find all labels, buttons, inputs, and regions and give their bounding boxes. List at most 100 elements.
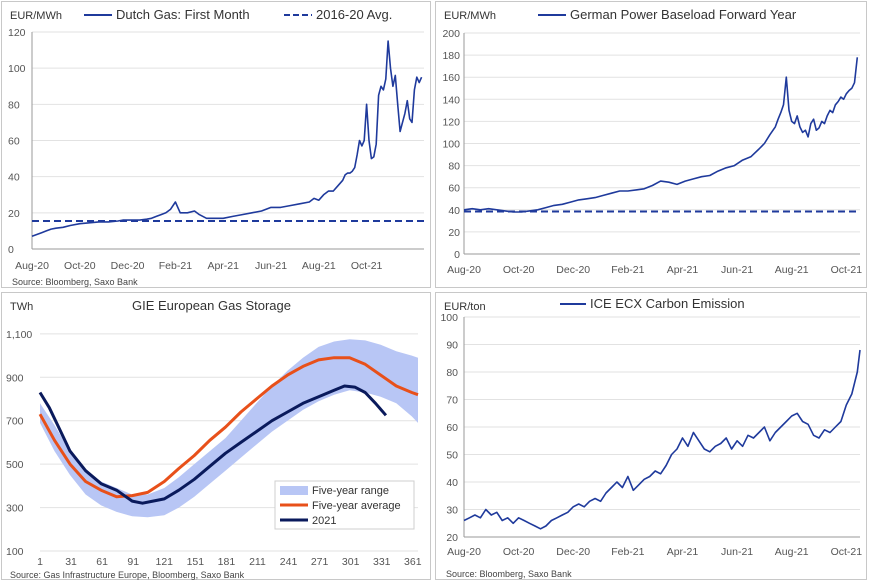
y-tick-label: 500 — [6, 459, 24, 471]
y-tick-label: 100 — [6, 546, 24, 558]
y-tick-label: 200 — [442, 28, 460, 40]
legend-range-label: Five-year range — [312, 485, 389, 497]
dutch-gas-chart: EUR/MWh Dutch Gas: First Month 2016-20 A… — [8, 7, 424, 287]
x-tick-label: Oct-20 — [503, 546, 535, 558]
carbon-panel: EUR/ton ICE ECX Carbon Emission 20 30 40 50… — [435, 292, 867, 580]
gas-storage-chart: TWh GIE European Gas Storage 100 300 500 70… — [6, 298, 422, 580]
x-tick-label: Oct-21 — [831, 264, 863, 276]
dutch-gas-unit: EUR/MWh — [10, 10, 62, 22]
series-line — [463, 349, 861, 530]
gas-storage-legend: Five-year range Five-year average 2021 — [274, 480, 415, 530]
y-tick-label: 100 — [442, 139, 460, 151]
y-tick-label: 20 — [446, 532, 458, 544]
five-year-average-line — [38, 356, 419, 499]
x-tick-label: 121 — [156, 556, 174, 568]
gas-storage-axes: 100 300 500 700 900 1,100 1 31 61 91 121 151 181 211 2… — [6, 329, 422, 568]
y-tick-label: 180 — [442, 50, 460, 62]
y-tick-label: 300 — [6, 503, 24, 515]
y-tick-label: 0 — [454, 249, 460, 261]
x-tick-label: Feb-21 — [159, 260, 192, 272]
y-tick-label: 40 — [8, 172, 20, 184]
german-power-panel: EUR/MWh German Power Baseload Forward Ye… — [435, 1, 867, 288]
y-tick-label: 60 — [446, 422, 458, 434]
gas-storage-source: Source: Gas Infrastructure Europe, Bloom… — [10, 570, 245, 580]
y-tick-label: 80 — [446, 367, 458, 379]
y-tick-label: 0 — [8, 244, 14, 256]
carbon-series — [463, 349, 861, 530]
x-tick-label: 151 — [187, 556, 205, 568]
x-tick-label: 61 — [96, 556, 108, 568]
x-tick-label: Feb-21 — [611, 264, 644, 276]
gas-storage-panel: TWh GIE European Gas Storage 100 300 500 70… — [1, 292, 431, 580]
x-tick-label: Apr-21 — [667, 264, 699, 276]
five-year-range-band — [40, 339, 418, 518]
y-tick-label: 160 — [442, 72, 460, 84]
x-tick-label: Apr-21 — [207, 260, 239, 272]
y-tick-label: 120 — [442, 116, 460, 128]
y-tick-label: 70 — [446, 395, 458, 407]
german-power-unit: EUR/MWh — [444, 10, 496, 22]
german-power-chart: EUR/MWh German Power Baseload Forward Ye… — [442, 7, 863, 276]
x-tick-label: Oct-20 — [64, 260, 96, 272]
german-power-series — [463, 57, 860, 213]
x-tick-label: 31 — [65, 556, 77, 568]
x-tick-label: Jun-21 — [721, 264, 753, 276]
gas-storage-series — [38, 339, 419, 518]
y-tick-label: 900 — [6, 372, 24, 384]
x-tick-label: 301 — [342, 556, 360, 568]
legend-range-swatch — [280, 486, 308, 495]
x-tick-label: Aug-21 — [302, 260, 336, 272]
x-tick-label: 361 — [404, 556, 422, 568]
carbon-source: Source: Bloomberg, Saxo Bank — [446, 569, 572, 579]
carbon-legend: ICE ECX Carbon Emission — [590, 296, 745, 311]
x-tick-label: Aug-20 — [447, 264, 481, 276]
y-tick-label: 100 — [440, 312, 458, 324]
x-tick-label: 241 — [280, 556, 298, 568]
y-tick-label: 60 — [8, 136, 20, 148]
y-tick-label: 120 — [8, 27, 26, 39]
x-tick-label: Oct-21 — [831, 546, 863, 558]
dutch-gas-legend-solid: Dutch Gas: First Month — [116, 7, 250, 22]
x-tick-label: Oct-21 — [351, 260, 383, 272]
x-tick-label: Jun-21 — [255, 260, 287, 272]
x-tick-label: Dec-20 — [556, 546, 590, 558]
dutch-gas-panel: EUR/MWh Dutch Gas: First Month 2016-20 A… — [1, 1, 431, 288]
x-tick-label: Feb-21 — [611, 546, 644, 558]
series-line — [31, 40, 423, 238]
y-tick-label: 60 — [448, 183, 460, 195]
x-tick-label: Oct-20 — [503, 264, 535, 276]
legend-avg-label: Five-year average — [312, 500, 401, 512]
x-tick-label: Aug-20 — [447, 546, 481, 558]
y-tick-label: 50 — [446, 450, 458, 462]
y-tick-label: 140 — [442, 94, 460, 106]
x-tick-label: 181 — [218, 556, 236, 568]
y-tick-label: 90 — [446, 340, 458, 352]
y-tick-label: 40 — [446, 477, 458, 489]
x-tick-label: Dec-20 — [556, 264, 590, 276]
dutch-gas-axes: 0 20 40 60 80 100 120 Aug-20 Oct-20 Dec-20 Feb-21 A… — [8, 27, 424, 272]
carbon-unit: EUR/ton — [444, 301, 486, 313]
y-tick-label: 80 — [448, 161, 460, 173]
y-tick-label: 100 — [8, 63, 26, 75]
gas-storage-unit: TWh — [10, 301, 33, 313]
x-tick-label: Apr-21 — [667, 546, 699, 558]
german-power-legend: German Power Baseload Forward Year — [570, 7, 797, 22]
y-tick-label: 1,100 — [6, 329, 32, 341]
y-tick-label: 700 — [6, 416, 24, 428]
series-line — [463, 57, 859, 213]
x-tick-label: 331 — [373, 556, 391, 568]
x-tick-label: 1 — [37, 556, 43, 568]
dutch-gas-series — [31, 40, 424, 238]
y-tick-label: 30 — [446, 505, 458, 517]
year-2021-line — [38, 384, 388, 505]
y-tick-label: 80 — [8, 99, 20, 111]
y-tick-label: 20 — [8, 208, 20, 220]
x-tick-label: Dec-20 — [111, 260, 145, 272]
x-tick-label: Aug-21 — [775, 264, 809, 276]
dutch-gas-source: Source: Bloomberg, Saxo Bank — [12, 277, 138, 287]
x-tick-label: 91 — [127, 556, 139, 568]
x-tick-label: Jun-21 — [721, 546, 753, 558]
y-tick-label: 20 — [448, 227, 460, 239]
x-tick-label: 271 — [311, 556, 329, 568]
carbon-axes: 20 30 40 50 60 70 80 90 100 Aug-20 Oct-20 Dec-20 Feb… — [440, 312, 862, 558]
